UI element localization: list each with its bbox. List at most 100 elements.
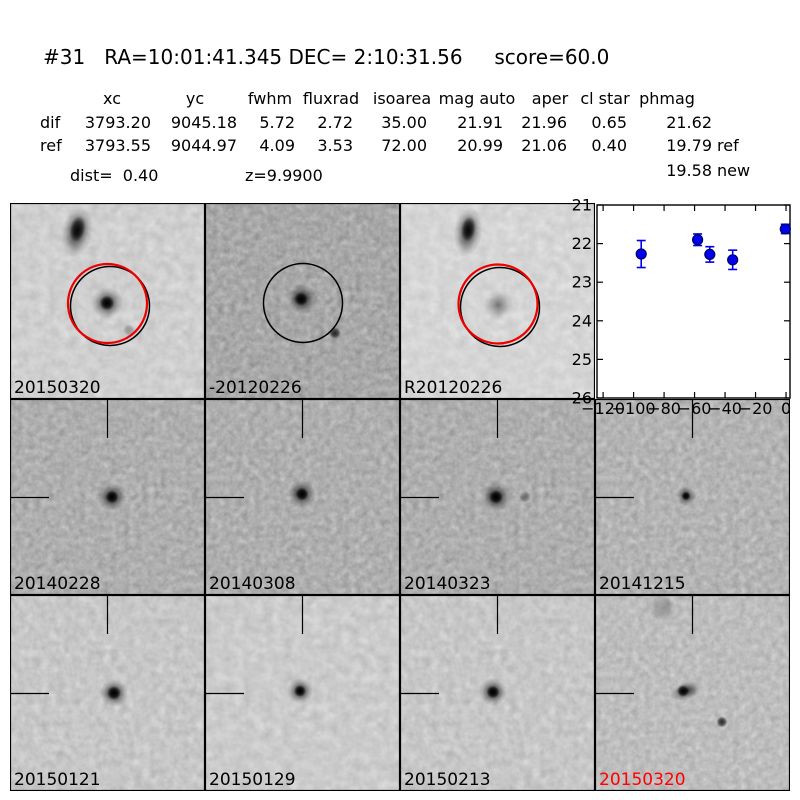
panel-border: [10, 203, 205, 399]
panel-border: [205, 595, 400, 791]
cutout-image-features: [61, 206, 151, 347]
data-point: [704, 248, 716, 261]
data-point: [727, 254, 739, 266]
cutout-image-features: [206, 400, 316, 508]
dist-value: dist= 0.40: [70, 166, 159, 185]
table-cell: 3793.20: [84, 113, 151, 132]
cutout-image: 20150129: [205, 595, 400, 791]
target-crosshair: [206, 596, 304, 695]
target-crosshair: [206, 400, 304, 499]
aperture-circle-black: [69, 265, 151, 347]
table-cell: 5.72: [259, 113, 295, 132]
table-cell: 2.72: [317, 113, 353, 132]
cutout-image: 20150320: [10, 203, 205, 399]
cutout-image-features: [11, 400, 126, 511]
row-label: ref: [40, 136, 62, 155]
table-cell: 21.62: [666, 113, 712, 132]
panel-border: [10, 595, 205, 791]
cutout-image: 20140308: [205, 399, 400, 595]
column-header: aper: [531, 89, 569, 108]
column-header: cl star: [580, 89, 630, 108]
axis-tick-labels: −120−100−80−60−40−20 0 21 22 23 24 25 26: [572, 196, 791, 419]
panel-date-label: 20150213: [404, 770, 491, 790]
panel-date-label: 20140228: [14, 574, 101, 594]
cell-suffix: ref: [717, 136, 739, 155]
panel-border: [595, 595, 790, 791]
x-tick-label: −80: [647, 399, 681, 418]
cutout-image-features: [596, 595, 728, 728]
column-header: phmag: [639, 89, 695, 108]
cutout-panel-9: 20150213: [400, 595, 595, 791]
cutout-image: -20120226: [205, 203, 400, 399]
table-cell: 3.53: [317, 136, 353, 155]
cutout-image: 20150320: [595, 595, 790, 791]
table-cell: 72.00: [381, 136, 427, 155]
cutout-image: 20141215: [595, 399, 790, 595]
cutout-panel-2: R20120226: [400, 203, 595, 399]
cell-suffix: new: [717, 161, 751, 180]
table-cell: 21.06: [521, 136, 567, 155]
target-crosshair: [596, 596, 694, 695]
column-header: yc: [185, 89, 205, 108]
table-cell: 20.99: [457, 136, 503, 155]
x-tick-label: −120: [581, 399, 625, 418]
cutout-image-features: [262, 262, 344, 344]
table-cell: 9045.18: [170, 113, 237, 132]
column-header: isoarea: [372, 89, 432, 108]
panel-border: [205, 399, 400, 595]
cutout-panel-8: 20150129: [205, 595, 400, 791]
table-cell: 21.91: [457, 113, 503, 132]
table-cell: 3793.55: [84, 136, 151, 155]
y-tick-label: 26: [572, 389, 592, 408]
table-cell: 19.58: [666, 161, 712, 180]
cutout-image-features: [206, 596, 313, 704]
aperture-circle-black: [459, 266, 541, 348]
cutout-image-features: [596, 400, 696, 506]
aperture-circle-red: [457, 263, 539, 345]
cutout-image-features: [453, 207, 541, 348]
cutout-image: R20120226: [400, 203, 595, 399]
panel-border: [400, 203, 595, 399]
table-cell: 35.00: [381, 113, 427, 132]
cutout-image-features: [11, 596, 128, 707]
cutout-panel-1: -20120226: [205, 203, 400, 399]
panel-date-label: -20120226: [209, 378, 302, 398]
cutout-image: 20140323: [400, 399, 595, 595]
panel-border: [10, 399, 205, 595]
panel-date-label: 20141215: [599, 574, 686, 594]
table-cell: 9044.97: [170, 136, 237, 155]
table-cell: 0.40: [591, 136, 627, 155]
panel-date-label: 20150121: [14, 770, 101, 790]
aperture-circle-black: [262, 262, 344, 344]
y-tick-label: 21: [572, 196, 592, 215]
table-cell: 0.65: [591, 113, 627, 132]
x-tick-label: −100: [612, 399, 656, 418]
x-tick-label: −20: [739, 399, 773, 418]
target-crosshair: [401, 400, 499, 499]
x-tick-label: 0: [781, 399, 791, 418]
panel-date-label: 20140308: [209, 574, 296, 594]
cutout-image: 20150213: [400, 595, 595, 791]
lightcurve-points: [635, 223, 791, 271]
panel-date-label: 20150320: [599, 770, 686, 790]
panel-date-label: 20140323: [404, 574, 491, 594]
panel-border: [400, 595, 595, 791]
table-cell: 21.96: [521, 113, 567, 132]
x-tick-label: −60: [678, 399, 712, 418]
panel-border: [400, 399, 595, 595]
target-crosshair: [401, 596, 499, 695]
y-tick-label: 24: [572, 311, 592, 330]
y-tick-label: 22: [572, 234, 592, 253]
row-label: dif: [40, 113, 61, 132]
data-point: [635, 248, 647, 260]
x-tick-label: −40: [708, 399, 742, 418]
panel-border: [595, 399, 790, 595]
panel-border: [205, 203, 400, 399]
table-cell: 4.09: [259, 136, 295, 155]
table-cell: 19.79: [666, 136, 712, 155]
target-crosshair: [596, 400, 694, 499]
cutout-image-features: [401, 596, 507, 706]
panel-date-label: 20150320: [14, 378, 101, 398]
column-header: fwhm: [247, 89, 293, 108]
